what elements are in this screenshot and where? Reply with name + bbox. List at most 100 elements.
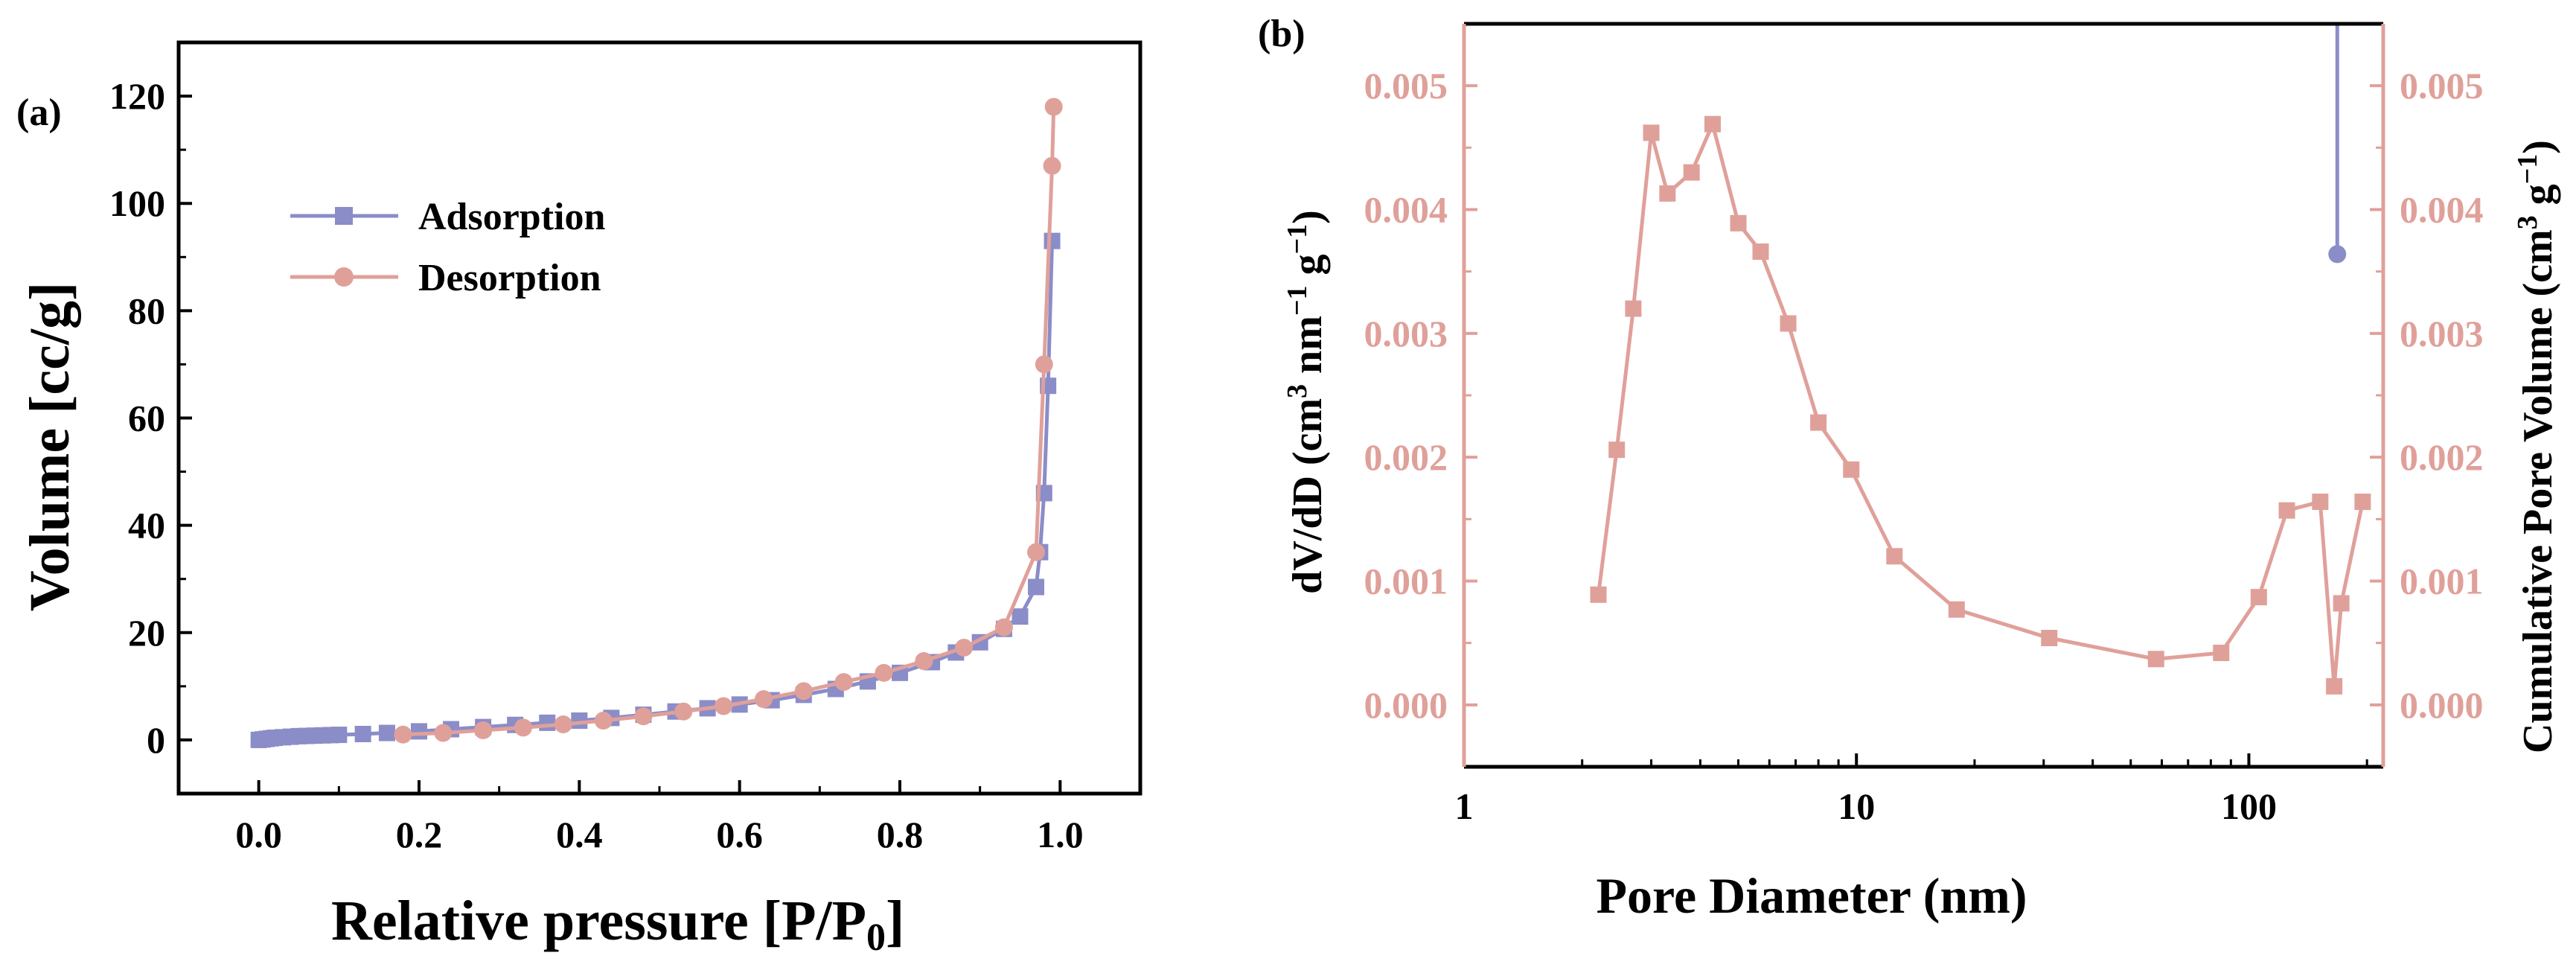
panel-b-right-y-tick-label: 0.002 [2400, 436, 2484, 478]
panel-b-dvdd-point [1948, 601, 1965, 618]
panel-a-desorption-point [834, 673, 853, 692]
panel-b-dvdd-point [2326, 677, 2343, 695]
panel-b-left-y-label-nm: nm [1285, 316, 1331, 384]
panel-b-right-y-tick-labels: 0.000 0.001 0.002 0.003 0.004 0.005 [2400, 65, 2484, 726]
panel-b-x-tick-labels: 1 10 100 [1455, 785, 2277, 827]
panel-a-y-tick-label: 60 [128, 398, 165, 439]
panel-b-right-y-tick-label: 0.000 [2400, 684, 2484, 726]
panel-b-dvdd-point [1683, 164, 1700, 181]
panel-a-y-tick-label: 80 [128, 290, 165, 331]
panel-a-series [250, 98, 1063, 748]
panel-b-left-y-tick-label: 0.005 [1364, 65, 1448, 106]
panel-b-dvdd-line [1597, 118, 2365, 687]
panel-b-dvdd-point [2333, 595, 2350, 612]
panel-a-x-axis-label-end: ] [886, 890, 904, 952]
panel-b-dvdd-point [2041, 630, 2058, 647]
panel-a-desorption-point [794, 682, 813, 701]
panel-a-axis-ticks [179, 95, 1062, 794]
panel-a-y-tick-label: 120 [109, 75, 165, 117]
panel-a-y-tick-label: 100 [109, 182, 165, 224]
panel-b-dvdd-point [2278, 502, 2295, 519]
panel-a-x-axis-label-sub: 0 [866, 916, 886, 959]
panel-b-dvdd-point [1730, 214, 1747, 232]
panel-b-left-y-label-sup3: −1 [1282, 224, 1313, 255]
panel-a-x-tick-label: 1.0 [1037, 814, 1084, 855]
panel-b-right-y-label-g: g [2515, 184, 2561, 215]
panel-b-right-y-tick-label: 0.004 [2400, 189, 2484, 231]
panel-b-dvdd-point [1843, 461, 1860, 478]
panel-a-adsorption-point [354, 726, 371, 743]
panel-b-dvdd-point [1659, 185, 1676, 202]
panel-a-x-axis-label-main: Relative pressure [P/P [331, 890, 866, 952]
panel-b-left-y-tick-label: 0.001 [1364, 561, 1448, 602]
panel-a-desorption-point [1027, 543, 1046, 561]
panel-b-series [1590, 24, 2371, 695]
panel-a-desorption-point [1044, 98, 1063, 116]
panel-b-right-y-tick-label: 0.005 [2400, 65, 2484, 106]
panel-b-x-tick-label: 10 [1838, 785, 1875, 827]
panel-b-dvdd-point [2312, 494, 2329, 511]
panel-a-x-tick-label: 0.2 [396, 814, 443, 855]
panel-b-left-y-label-sup2: −1 [1282, 285, 1313, 316]
panel-b-left-y-tick-label: 0.000 [1364, 684, 1448, 726]
panel-a-desorption-point [754, 690, 773, 709]
panel-b-left-y-label-sup1: 3 [1282, 384, 1313, 398]
panel-a-desorption-point [434, 724, 453, 742]
panel-b: (b) 1 10 100 0.0000.0010.0020.0030.0040.00… [1258, 13, 2561, 924]
legend-desorption-label: Desorption [418, 257, 601, 299]
panel-a-desorption-point [1043, 156, 1061, 175]
panel-b-cumulative-point [2328, 245, 2347, 264]
panel-a-desorption-point [394, 725, 412, 744]
panel-a-desorption-point [994, 618, 1013, 637]
panel-b-dvdd-point [1590, 586, 1607, 603]
panel-a-y-axis-label: Volume [cc/g] [19, 282, 81, 612]
panel-a-legend: Adsorption Desorption [290, 196, 605, 299]
panel-b-dvdd-point [1886, 548, 1903, 565]
panel-a-x-tick-label: 0.4 [556, 814, 603, 855]
panel-b-left-y-tick-labels: 0.000 0.001 0.002 0.003 0.004 0.005 [1364, 65, 1448, 726]
panel-b-left-y-tick-label: 0.003 [1364, 313, 1448, 354]
panel-a-adsorption-point [539, 714, 556, 731]
panel-a-adsorption-point [1011, 608, 1029, 625]
panel-b-label: (b) [1258, 13, 1305, 55]
panel-b-dvdd-point [1752, 243, 1769, 261]
panel-b-right-y-label-close: ) [2515, 140, 2561, 154]
panel-a-desorption-point [1035, 355, 1053, 374]
panel-b-x-axis-label: Pore Diameter (nm) [1596, 867, 2027, 924]
panel-b-x-tick-label: 1 [1455, 785, 1474, 827]
panel-a-x-axis-label: Relative pressure [P/P0] [331, 890, 904, 959]
panel-b-dvdd-point [1704, 115, 1721, 133]
panel-a-x-tick-label: 0.6 [716, 814, 763, 855]
panel-a-desorption-point [474, 721, 493, 739]
panel-b-dvdd-point [2250, 589, 2267, 606]
panel-b-right-y-label-main: Cumulative Pore Volume (cm [2515, 229, 2561, 753]
panel-b-right-y-label-sup1: 3 [2512, 215, 2543, 229]
panel-b-right-y-tick-label: 0.001 [2400, 561, 2484, 602]
panel-b-left-y-tick-label: 0.004 [1364, 189, 1448, 231]
panel-b-right-y-label-sup2: −1 [2512, 154, 2543, 185]
panel-b-left-y-axis-label: dV/dD (cm3 nm−1 g−1) [1282, 210, 1331, 594]
panel-a-desorption-point [514, 718, 532, 737]
panel-a-y-tick-label: 40 [128, 505, 165, 546]
panel-a-adsorption-point [378, 724, 395, 741]
legend-adsorption-label: Adsorption [418, 196, 605, 238]
panel-b-dvdd-point [1780, 315, 1797, 332]
panel-a-x-tick-label: 0.8 [877, 814, 924, 855]
panel-b-dvdd-point [2147, 651, 2164, 668]
panel-a-desorption-point [554, 715, 572, 734]
panel-b-dvdd-point [1608, 441, 1626, 459]
panel-b-plot-frame [1462, 22, 2385, 769]
legend-desorption-marker [334, 267, 354, 287]
panel-a-adsorption-point [1043, 232, 1061, 249]
panel-a-desorption-point [955, 638, 974, 657]
panel-a-y-tick-labels: 0 20 40 60 80 100 120 [109, 75, 165, 761]
panel-b-x-tick-label: 100 [2221, 785, 2277, 827]
panel-b-dvdd-point [2213, 644, 2230, 661]
panel-b-right-y-tick-label: 0.003 [2400, 313, 2484, 354]
panel-b-axis-ticks [1463, 84, 2383, 767]
panel-a-desorption-point [875, 663, 893, 682]
panel-a-desorption-point [715, 697, 733, 715]
panel-a-y-tick-label: 20 [128, 612, 165, 654]
panel-b-right-y-axis-label: Cumulative Pore Volume (cm3 g−1) [2512, 140, 2561, 753]
